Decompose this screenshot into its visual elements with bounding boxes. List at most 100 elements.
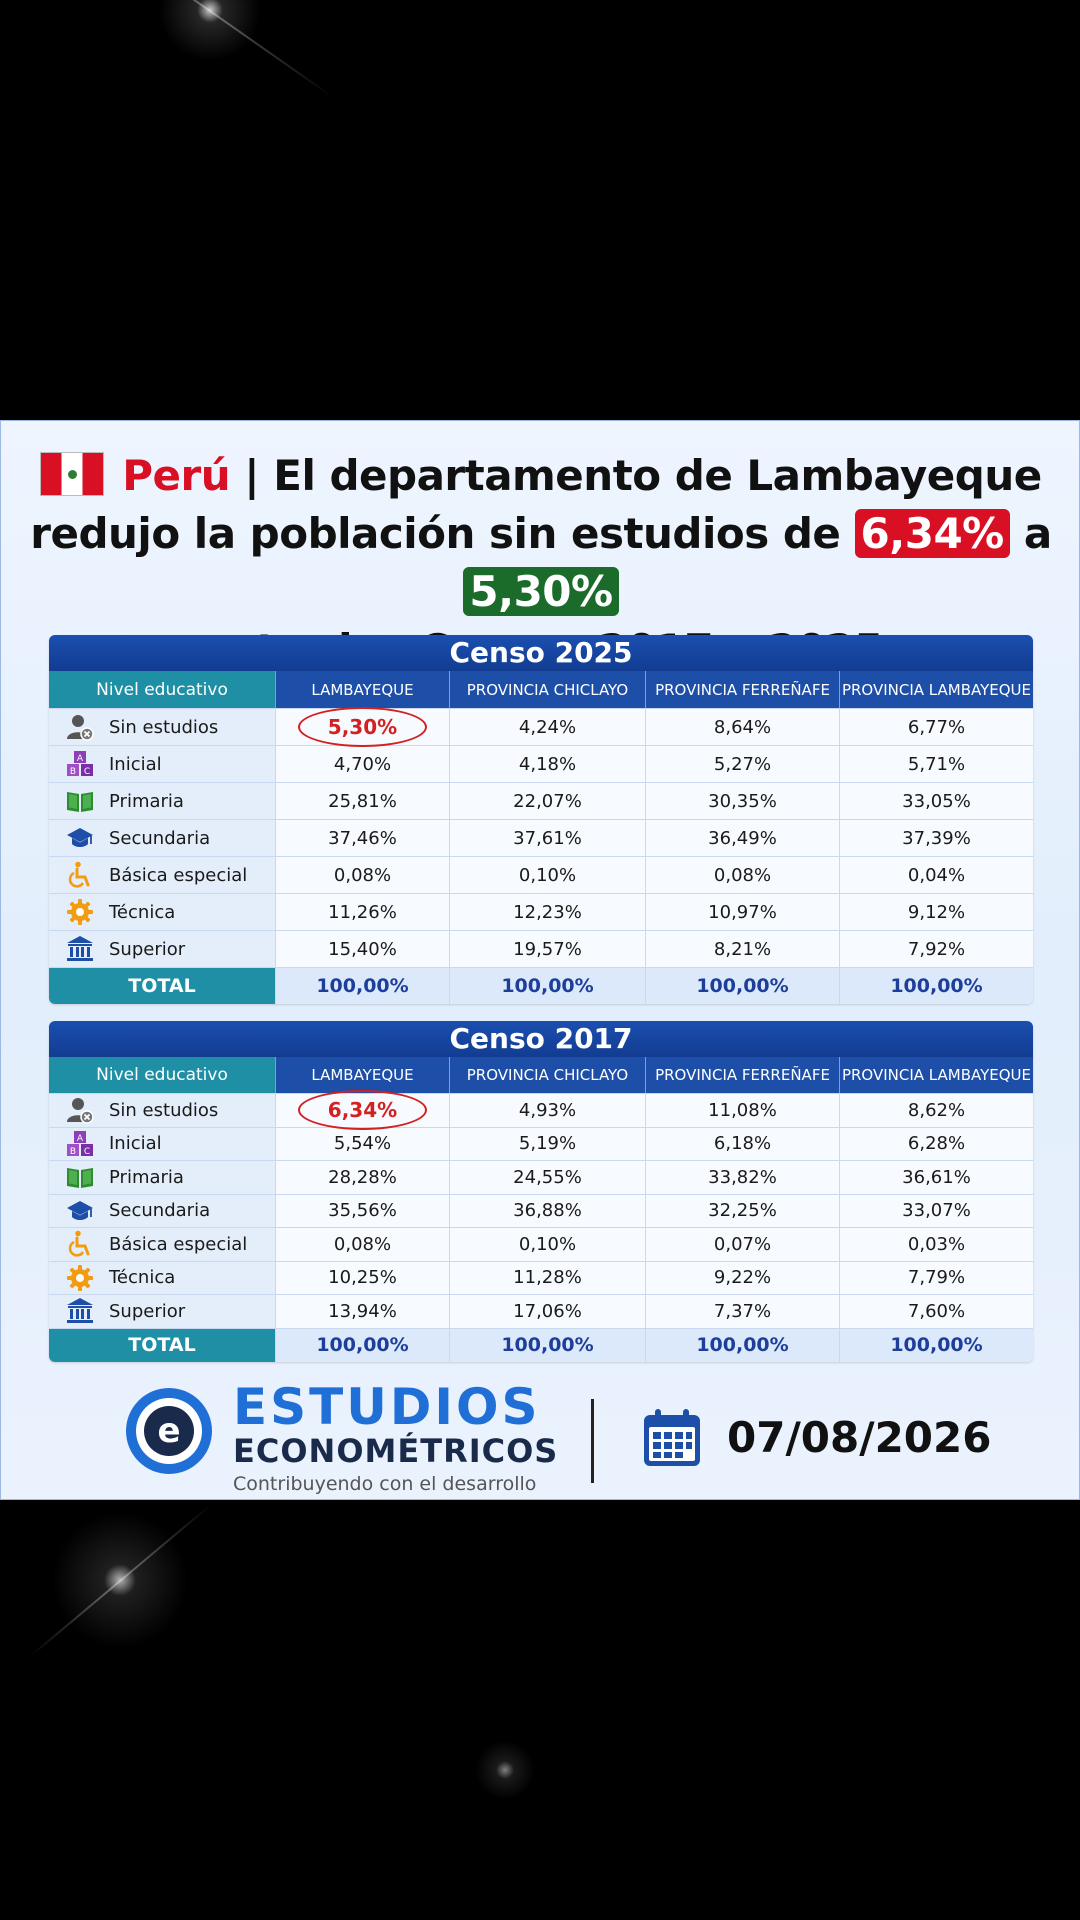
gear-icon [65,1263,95,1293]
column-header-provincia-lambayeque: PROVINCIA LAMBAYEQUE [839,671,1033,708]
value-cell: 28,28% [275,1161,449,1194]
row-label: Técnica [109,901,176,923]
column-header-nivel-educativo: Nivel educativo [49,671,275,708]
value-cell: 0,10% [449,857,645,893]
value-text: 33,05% [902,790,971,812]
value-cell: 37,61% [449,820,645,856]
total-label: TOTAL [49,1328,275,1362]
headline-line-1: Perú | El departamento de Lambayeque [1,447,1080,505]
headline-separator: | [244,451,260,500]
row-label-cell: A B C Inicial [49,746,275,782]
value-cell: 6,28% [839,1127,1033,1160]
value-text: 13,94% [328,1300,397,1322]
value-text: 5,27% [713,753,772,775]
table-row-primaria: Primaria 28,28% 24,55% 33,82% 36,61% [49,1161,1033,1195]
calendar-icon [644,1409,700,1466]
svg-text:C: C [84,1147,90,1157]
table-row-primaria: Primaria 25,81% 22,07% 30,35% 33,05% [49,783,1033,820]
value-cell: 8,21% [645,931,839,967]
brand-line-2: ECONOMÉTRICOS [233,1432,559,1470]
value-text: 6,18% [713,1133,772,1155]
row-label-cell: Básica especial [49,857,275,893]
value-cell: 36,49% [645,820,839,856]
highlighted-value: 6,34% [297,1090,428,1131]
headline-connector: a [1023,509,1052,558]
row-label-cell: Superior [49,931,275,967]
value-cell: 19,57% [449,931,645,967]
value-text: 37,61% [513,827,582,849]
column-header-provincia-chiclayo: PROVINCIA CHICLAYO [449,1057,645,1093]
table-total-row: TOTAL 100,00% 100,00% 100,00% 100,00% [49,968,1033,1004]
value-text: 0,10% [518,1233,577,1255]
row-label: Primaria [109,1166,184,1188]
total-value: 100,00% [275,1328,449,1362]
row-label-cell: Técnica [49,1261,275,1294]
value-text: 25,81% [328,790,397,812]
value-cell: 0,08% [275,1228,449,1261]
value-text: 0,08% [333,864,392,886]
infographic-card: Perú | El departamento de Lambayeque red… [0,420,1080,1500]
total-value: 100,00% [449,1328,645,1362]
value-cell: 9,12% [839,894,1033,930]
row-label-cell: Básica especial [49,1228,275,1261]
value-cell: 32,25% [645,1194,839,1227]
value-text: 4,70% [333,753,392,775]
value-text: 15,40% [328,938,397,960]
value-cell: 5,19% [449,1127,645,1160]
value-text: 36,49% [708,827,777,849]
gear-icon [65,897,95,927]
value-text: 5,54% [333,1133,392,1155]
value-text: 4,24% [518,716,577,738]
value-cell: 11,26% [275,894,449,930]
column-header-provincia-ferrenafe: PROVINCIA FERREÑAFE [645,1057,839,1093]
value-text: 24,55% [513,1166,582,1188]
row-label: Inicial [109,753,162,775]
value-text: 22,07% [513,790,582,812]
value-text: 19,57% [513,938,582,960]
value-cell: 33,07% [839,1194,1033,1227]
value-text: 9,22% [713,1267,772,1289]
value-cell: 6,34% [275,1090,449,1131]
value-cell: 12,23% [449,894,645,930]
value-text: 4,93% [518,1099,577,1121]
column-header-lambayeque: LAMBAYEQUE [275,671,449,708]
value-cell: 7,79% [839,1261,1033,1294]
table-row-secundaria: Secundaria 37,46% 37,61% 36,49% 37,39% [49,820,1033,857]
value-text: 5,19% [518,1133,577,1155]
total-label: TOTAL [49,968,275,1004]
value-text: 0,03% [907,1233,966,1255]
row-label: Básica especial [109,864,248,886]
row-label-cell: Superior [49,1295,275,1328]
value-cell: 5,30% [275,707,449,747]
value-text: 33,07% [902,1200,971,1222]
logo-letter: e [157,1411,180,1451]
headline-line-2: redujo la población sin estudios de 6,34… [1,505,1080,621]
value-text: 6,28% [907,1133,966,1155]
value-text: 28,28% [328,1166,397,1188]
value-text: 11,08% [708,1099,777,1121]
university-icon [65,934,95,964]
book-icon [65,786,95,816]
row-label-cell: Primaria [49,783,275,819]
peru-flag-icon [40,452,105,496]
table-row-sin-estudios: Sin estudios 6,34% 4,93% 11,08% 8,62% [49,1090,1033,1131]
table-row-basica-especial: Básica especial 0,08% 0,10% 0,07% 0,03% [49,1228,1033,1262]
headline-line2-text: redujo la población sin estudios de [30,509,841,558]
column-header-nivel-educativo: Nivel educativo [49,1057,275,1093]
value-cell: 37,39% [839,820,1033,856]
table-header-row: Nivel educativo LAMBAYEQUE PROVINCIA CHICL… [49,1057,1033,1094]
row-label: Sin estudios [109,716,219,738]
value-text: 6,77% [907,716,966,738]
value-cell: 33,82% [645,1161,839,1194]
row-label: Sin estudios [109,1099,219,1121]
column-header-lambayeque: LAMBAYEQUE [275,1057,449,1093]
row-label: Primaria [109,790,184,812]
row-label-cell: Primaria [49,1161,275,1194]
old-value-badge: 6,34% [854,509,1010,558]
book-icon [65,1162,95,1192]
value-text: 35,56% [328,1200,397,1222]
value-cell: 7,92% [839,931,1033,967]
total-value: 100,00% [839,1328,1033,1362]
value-cell: 5,27% [645,746,839,782]
